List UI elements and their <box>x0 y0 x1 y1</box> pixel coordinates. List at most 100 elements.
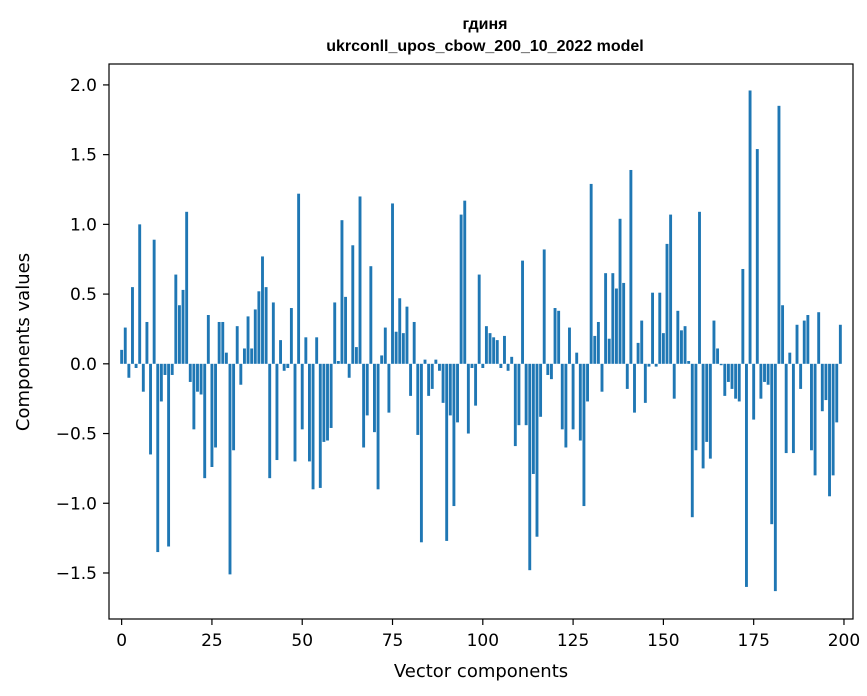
y-tick-label: 0.0 <box>70 355 97 375</box>
bar-102 <box>488 333 492 364</box>
y-tick-label: −1.0 <box>56 494 97 514</box>
bar-106 <box>503 335 506 364</box>
bars-group <box>120 90 842 592</box>
bar-133 <box>600 363 604 392</box>
bar-61 <box>340 220 344 364</box>
bar-9 <box>152 239 156 364</box>
bar-126 <box>575 352 579 364</box>
bar-82 <box>416 363 420 435</box>
bar-195 <box>824 363 828 401</box>
bar-7 <box>145 321 149 364</box>
bar-85 <box>427 363 431 396</box>
bar-8 <box>149 363 152 455</box>
bar-74 <box>387 363 391 413</box>
bar-156 <box>683 326 687 364</box>
bar-70 <box>373 363 376 433</box>
bar-95 <box>463 200 467 364</box>
bar-183 <box>781 305 785 364</box>
bar-134 <box>604 273 608 364</box>
bar-139 <box>622 282 626 364</box>
bar-67 <box>362 363 366 448</box>
bar-25 <box>210 363 214 467</box>
bar-179 <box>766 363 770 385</box>
bar-77 <box>398 298 402 364</box>
x-tick-label: 125 <box>557 631 589 651</box>
bar-164 <box>712 320 716 364</box>
bar-103 <box>492 337 496 364</box>
bar-143 <box>636 342 640 364</box>
bar-107 <box>506 363 510 371</box>
bar-64 <box>351 245 355 364</box>
bar-72 <box>380 355 384 364</box>
bar-46 <box>286 363 290 368</box>
bar-48 <box>293 363 297 462</box>
bar-171 <box>737 363 741 402</box>
bar-175 <box>752 363 756 420</box>
bar-165 <box>716 348 720 364</box>
bar-125 <box>571 363 575 430</box>
bar-113 <box>528 363 532 571</box>
bar-65 <box>354 347 358 364</box>
x-tick-label: 25 <box>201 631 223 651</box>
bar-148 <box>654 363 658 367</box>
bar-59 <box>333 302 337 364</box>
bar-161 <box>701 363 705 469</box>
bar-4 <box>134 363 138 368</box>
bar-71 <box>376 363 380 490</box>
bar-147 <box>651 292 654 364</box>
bar-20 <box>192 363 196 430</box>
bar-87 <box>434 359 438 364</box>
bar-167 <box>723 363 727 396</box>
bar-50 <box>300 363 304 430</box>
bar-31 <box>232 363 236 451</box>
bar-16 <box>177 305 181 364</box>
bar-100 <box>481 363 485 368</box>
bar-21 <box>196 363 199 392</box>
bar-13 <box>167 363 171 547</box>
bar-12 <box>163 363 167 375</box>
y-axis-ticks: −1.5 −1.0 −0.5 0.0 0.5 1.0 1.5 2.0 <box>56 76 109 584</box>
bar-83 <box>419 363 423 543</box>
bar-40 <box>264 287 268 364</box>
bar-170 <box>734 363 738 399</box>
bar-30 <box>228 363 232 575</box>
bar-89 <box>441 363 445 403</box>
bar-117 <box>542 249 546 364</box>
bar-163 <box>708 363 712 459</box>
bar-66 <box>358 196 362 364</box>
bar-2 <box>127 363 131 378</box>
bar-174 <box>748 90 752 364</box>
bar-131 <box>593 335 597 364</box>
bar-0 <box>120 349 124 364</box>
bar-135 <box>607 338 611 364</box>
bar-28 <box>221 321 225 364</box>
bar-105 <box>499 363 503 368</box>
bar-158 <box>690 363 694 518</box>
chart-title: гдиня <box>462 16 507 33</box>
bar-181 <box>773 363 777 592</box>
bar-110 <box>517 363 521 426</box>
bar-151 <box>665 243 669 364</box>
bar-197 <box>831 363 835 476</box>
bar-14 <box>170 363 174 375</box>
bar-6 <box>141 363 145 392</box>
bar-172 <box>741 268 745 364</box>
bar-55 <box>318 363 322 488</box>
bar-23 <box>203 363 207 479</box>
bar-124 <box>568 327 571 364</box>
bar-47 <box>289 308 293 364</box>
bar-69 <box>369 266 373 364</box>
bar-146 <box>647 363 651 367</box>
y-tick-label: 1.0 <box>70 215 97 235</box>
bar-38 <box>257 291 261 364</box>
bar-92 <box>452 363 456 507</box>
x-tick-label: 50 <box>291 631 313 651</box>
bar-123 <box>564 363 568 448</box>
bar-29 <box>224 352 228 364</box>
bar-130 <box>589 183 593 364</box>
bar-127 <box>578 363 582 441</box>
bar-120 <box>553 308 557 364</box>
bar-97 <box>470 363 474 368</box>
bar-3 <box>131 287 134 364</box>
